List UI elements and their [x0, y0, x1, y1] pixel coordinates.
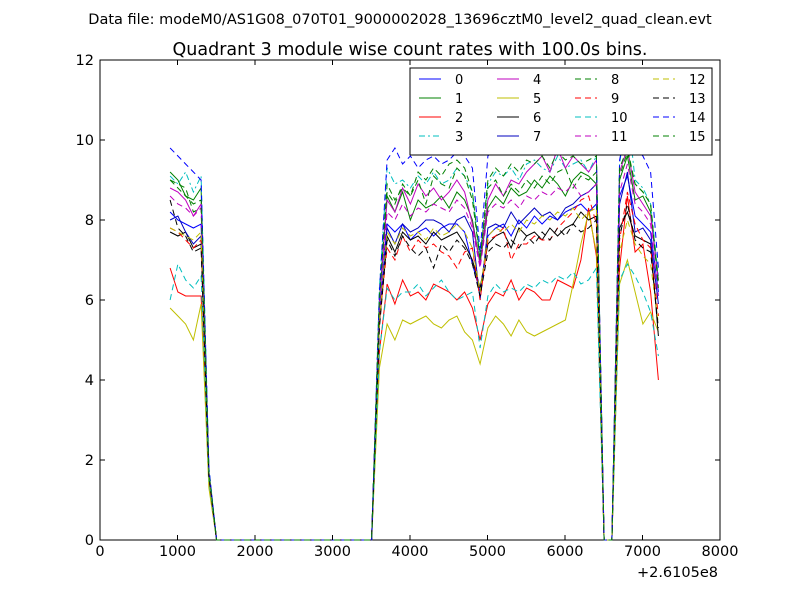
legend-label-0: 0: [455, 73, 463, 88]
x-tick-label: 3000: [314, 544, 351, 560]
series-line-5: [169, 211, 659, 541]
legend-label-7: 7: [533, 130, 541, 145]
x-tick-label: 8000: [702, 544, 739, 560]
legend-label-4: 4: [533, 73, 541, 88]
y-tick-label: 6: [85, 293, 94, 309]
series-line-11: [169, 163, 659, 541]
y-tick-label: 8: [85, 213, 94, 229]
x-tick-label: 4000: [392, 544, 429, 560]
series-line-4: [169, 146, 659, 541]
series-line-2: [169, 195, 659, 541]
y-tick-label: 0: [85, 533, 94, 549]
legend-label-3: 3: [455, 130, 463, 145]
x-tick-label: 1000: [159, 544, 196, 560]
x-tick-label: 0: [95, 544, 104, 560]
legend-label-5: 5: [533, 92, 541, 107]
series-line-15: [169, 146, 659, 541]
legend-label-1: 1: [455, 92, 463, 107]
y-tick-label: 2: [85, 453, 94, 469]
series-line-14: [169, 119, 659, 541]
legend-label-14: 14: [689, 111, 706, 126]
x-tick-label: 5000: [469, 544, 506, 560]
legend-label-8: 8: [611, 73, 619, 88]
axes-layer: 0 1000 2000 3000 4000 5000 6000 7000 80000246810…: [76, 53, 739, 560]
legend-label-12: 12: [689, 73, 706, 88]
x-tick-label: 2000: [237, 544, 274, 560]
y-tick-label: 4: [85, 373, 94, 389]
chart-suptitle: Data file: modeM0/AS1G08_070T01_90000020…: [88, 12, 712, 28]
legend-label-15: 15: [689, 130, 706, 145]
legend-frame: [409, 67, 713, 156]
legend-label-11: 11: [611, 130, 628, 145]
legend-label-10: 10: [611, 111, 628, 126]
x-tick-label: 6000: [547, 544, 584, 560]
series-line-6: [169, 210, 659, 541]
series-line-9: [169, 191, 659, 541]
legend-label-6: 6: [533, 111, 541, 126]
x-offset-label: +2.6105e8: [637, 565, 718, 581]
series-line-12: [169, 207, 659, 541]
y-tick-label: 10: [76, 133, 94, 149]
chart-title: Quadrant 3 module wise count rates with …: [173, 40, 648, 60]
legend-label-9: 9: [611, 92, 619, 107]
series-layer: [169, 107, 659, 541]
legend-label-2: 2: [455, 111, 463, 126]
series-line-13: [169, 199, 659, 541]
series-line-10: [169, 262, 659, 541]
y-tick-label: 12: [76, 53, 94, 69]
series-line-3: [169, 107, 659, 541]
legend-label-13: 13: [689, 92, 706, 107]
x-tick-label: 7000: [624, 544, 661, 560]
series-line-1: [169, 155, 659, 541]
